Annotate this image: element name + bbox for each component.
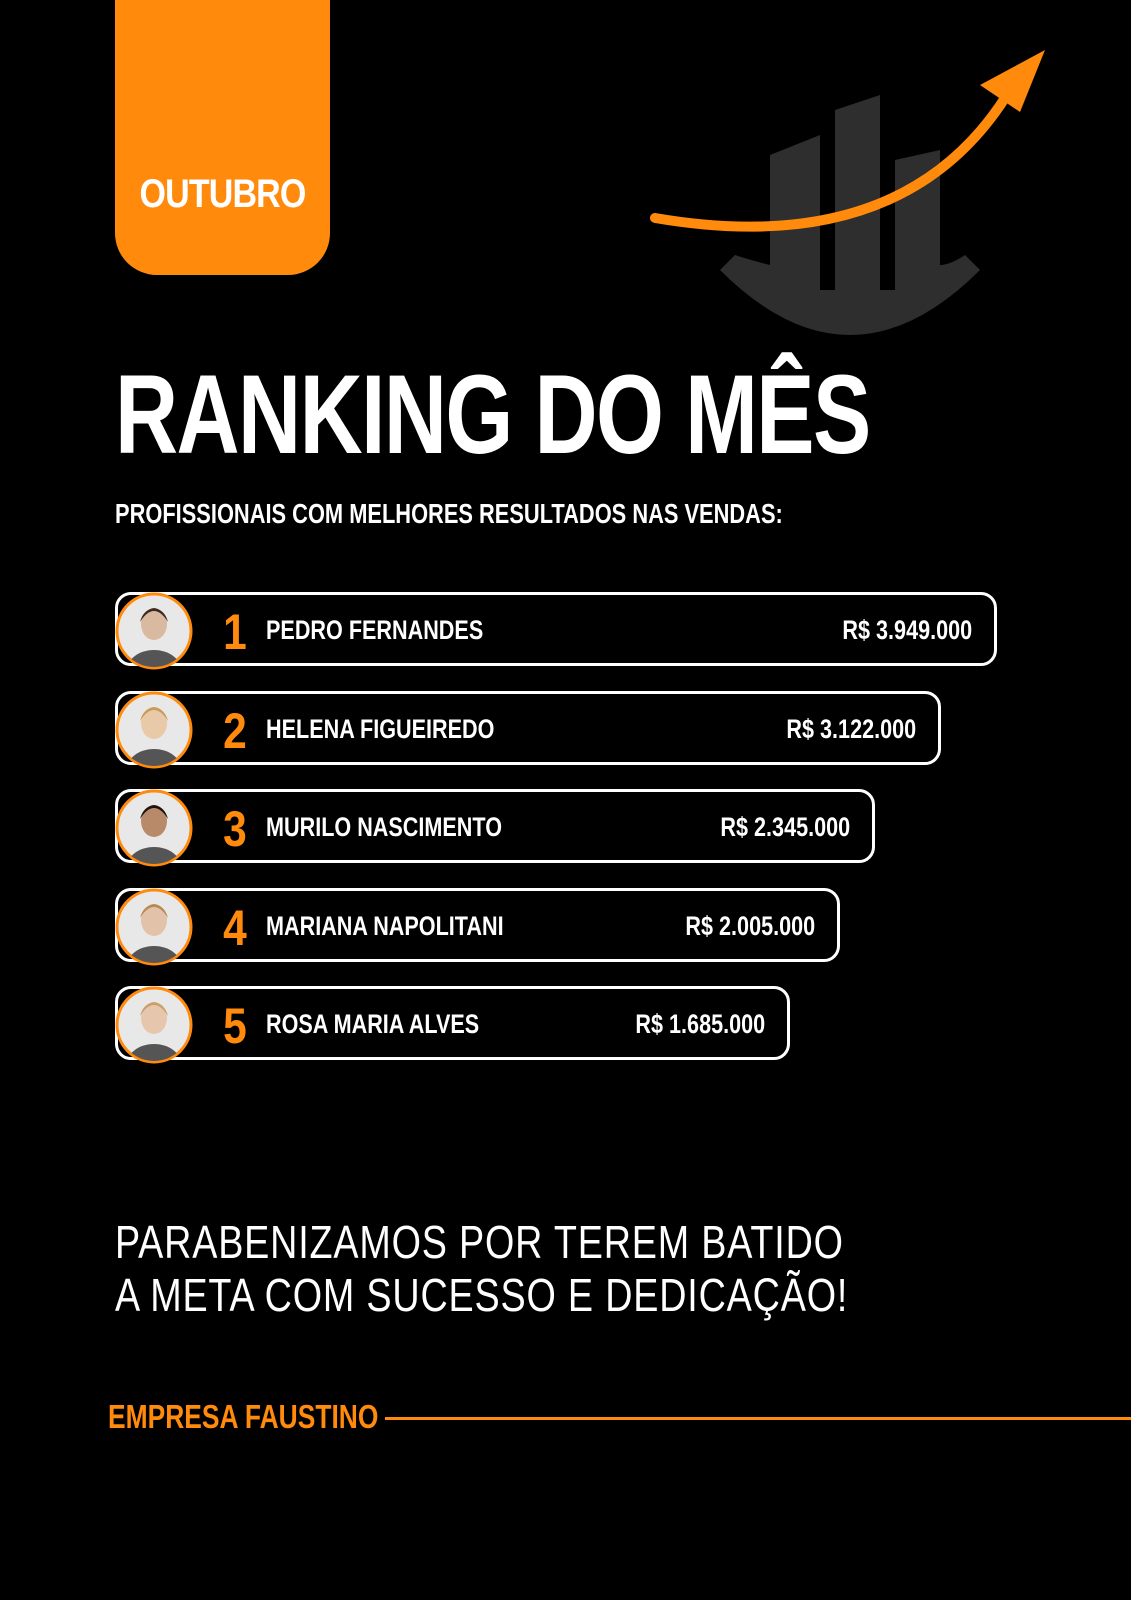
sales-value: R$ 3.949.000 bbox=[842, 615, 972, 645]
name: MARIANA NAPOLITANI bbox=[266, 910, 504, 941]
rank-number: 4 bbox=[223, 899, 247, 956]
name: ROSA MARIA ALVES bbox=[266, 1009, 480, 1039]
name: PEDRO FERNANDES bbox=[266, 615, 484, 645]
avatar bbox=[115, 691, 193, 768]
divider bbox=[385, 1417, 1131, 1420]
name: HELENA FIGUEIREDO bbox=[266, 713, 495, 744]
name: MURILO NASCIMENTO bbox=[266, 812, 502, 842]
rank-number: 2 bbox=[223, 702, 247, 759]
title: RANKING DO MÊS bbox=[115, 352, 871, 477]
avatar bbox=[115, 789, 193, 867]
sales-value: R$ 1.685.000 bbox=[635, 1009, 765, 1039]
sales-value: R$ 3.122.000 bbox=[786, 713, 916, 744]
ranking-row: 1 PEDRO FERNANDES R$ 3.949.000 bbox=[115, 592, 997, 670]
growth-logo bbox=[650, 50, 1045, 335]
avatar bbox=[115, 888, 193, 965]
ranking-row: 4 MARIANA NAPOLITANI R$ 2.005.000 bbox=[115, 887, 840, 965]
ranking-row: 2 HELENA FIGUEIREDO R$ 3.122.000 bbox=[115, 690, 941, 768]
ranking-row: 3 MURILO NASCIMENTO R$ 2.345.000 bbox=[115, 789, 875, 867]
company-name: EMPRESA FAUSTINO bbox=[108, 1398, 379, 1435]
avatar bbox=[115, 986, 193, 1064]
ranking-row: 5 ROSA MARIA ALVES R$ 1.685.000 bbox=[115, 986, 790, 1064]
rank-number: 5 bbox=[223, 998, 247, 1054]
message-line: PARABENIZAMOS POR TEREM BATIDO bbox=[115, 1216, 844, 1268]
rank-number: 1 bbox=[223, 604, 247, 660]
rank-number: 3 bbox=[223, 801, 247, 857]
sales-value: R$ 2.005.000 bbox=[685, 910, 815, 941]
subtitle: PROFISSIONAIS COM MELHORES RESULTADOS NA… bbox=[115, 498, 783, 529]
sales-value: R$ 2.345.000 bbox=[720, 812, 850, 842]
month-tab bbox=[115, 0, 330, 275]
avatar bbox=[115, 592, 193, 670]
month: OUTUBRO bbox=[139, 172, 307, 216]
message-line: A META COM SUCESSO E DEDICAÇÃO! bbox=[115, 1269, 849, 1321]
